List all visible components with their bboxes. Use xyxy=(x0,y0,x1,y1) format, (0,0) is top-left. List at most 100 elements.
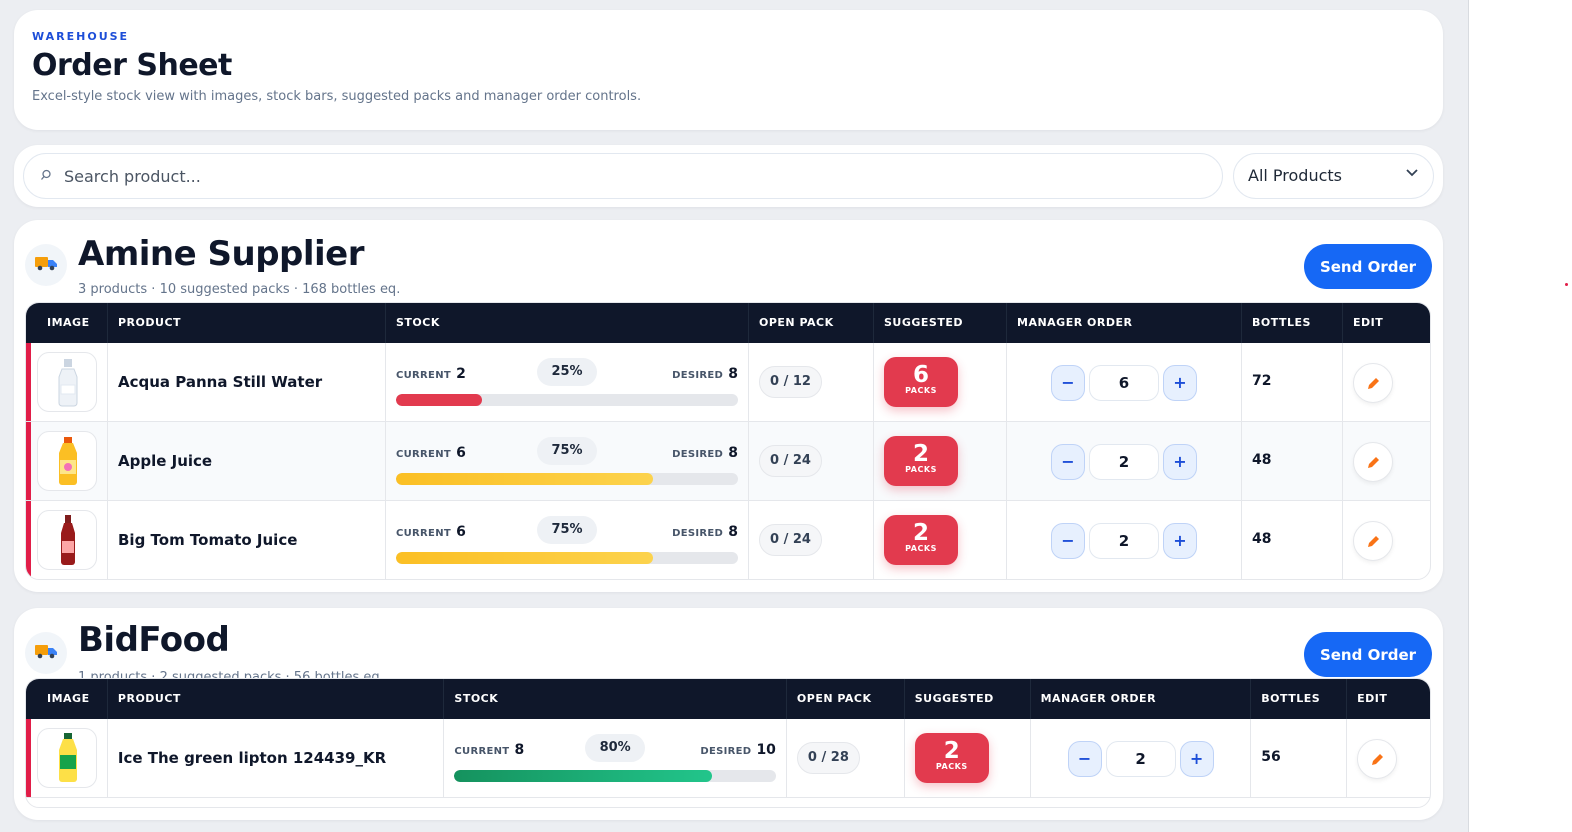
suggested-count: 2 xyxy=(912,520,929,546)
supplier-section: BidFood 1 products · 2 suggested packs ·… xyxy=(14,608,1443,820)
open-pack-badge: 0 / 24 xyxy=(759,524,822,556)
current-label: CURRENT xyxy=(396,370,451,381)
open-pack-badge: 0 / 12 xyxy=(759,366,822,398)
edit-button[interactable] xyxy=(1353,442,1393,482)
send-order-button[interactable]: Send Order xyxy=(1304,632,1432,677)
column-header-image: IMAGE xyxy=(26,679,108,719)
stock-bar xyxy=(396,552,738,564)
chevron-down-icon xyxy=(1405,165,1419,183)
current-label: CURRENT xyxy=(454,746,510,757)
current-stock: 6 xyxy=(456,524,466,540)
stock-percent-badge: 75% xyxy=(537,516,597,544)
packs-label: PACKS xyxy=(905,544,937,553)
suggested-packs-badge: 2 PACKS xyxy=(884,436,958,486)
increment-button[interactable]: + xyxy=(1179,741,1214,777)
bottles-count: 56 xyxy=(1261,749,1281,765)
stock-cell: CURRENT 6 75% DESIRED 8 xyxy=(386,422,749,500)
desired-stock: 8 xyxy=(728,366,738,382)
manager-order-input[interactable]: 2 xyxy=(1089,523,1159,559)
column-header-edit: EDIT xyxy=(1357,692,1388,705)
edit-button[interactable] xyxy=(1353,363,1393,403)
pencil-icon xyxy=(1372,753,1384,765)
increment-button[interactable]: + xyxy=(1163,444,1197,480)
packs-label: PACKS xyxy=(905,386,937,395)
column-header-stock: STOCK xyxy=(386,303,749,343)
column-header-suggested: SUGGESTED xyxy=(874,303,1007,343)
packs-label: PACKS xyxy=(935,762,968,771)
packs-label: PACKS xyxy=(905,465,937,474)
stock-percent-badge: 25% xyxy=(537,358,597,386)
table-row: Big Tom Tomato Juice CURRENT 6 75% DESIR… xyxy=(26,501,1430,579)
search-bar: All Products xyxy=(14,145,1443,207)
search-box[interactable] xyxy=(23,153,1223,199)
decrement-button[interactable]: − xyxy=(1051,365,1085,401)
stock-percent-badge: 75% xyxy=(537,437,597,465)
pencil-icon xyxy=(1368,456,1379,468)
search-input[interactable] xyxy=(64,162,1204,190)
supplier-meta: 3 products · 10 suggested packs · 168 bo… xyxy=(78,282,401,297)
pencil-icon xyxy=(1368,535,1379,547)
column-header-image: IMAGE xyxy=(26,303,108,343)
manager-order-input[interactable]: 2 xyxy=(1105,741,1176,777)
desired-label: DESIRED xyxy=(700,746,752,757)
page-subtitle: Excel-style stock view with images, stoc… xyxy=(32,89,642,104)
column-header-bottles: BOTTLES xyxy=(1242,303,1343,343)
delivery-truck-icon xyxy=(25,244,67,286)
product-image xyxy=(37,728,97,788)
product-image xyxy=(37,431,97,491)
delivery-truck-icon xyxy=(25,632,67,674)
table-row: Acqua Panna Still Water CURRENT 2 25% DE… xyxy=(26,343,1430,422)
send-order-button[interactable]: Send Order xyxy=(1304,244,1432,289)
current-label: CURRENT xyxy=(396,528,451,539)
stock-bar-fill xyxy=(396,473,653,485)
suggested-count: 6 xyxy=(912,362,929,388)
stock-percent-badge: 80% xyxy=(585,734,646,762)
suggested-count: 2 xyxy=(912,441,929,467)
product-image xyxy=(37,352,97,412)
stock-bar-fill xyxy=(396,394,482,406)
page-kicker: WAREHOUSE xyxy=(32,30,130,43)
stock-bar-fill xyxy=(396,552,653,564)
manager-order-input[interactable]: 2 xyxy=(1089,444,1159,480)
column-header-stock: STOCK xyxy=(444,679,787,719)
product-filter-select[interactable]: All Products xyxy=(1233,153,1434,199)
product-name: Ice The green lipton 124439_KR xyxy=(117,749,387,767)
stock-cell: CURRENT 2 25% DESIRED 8 xyxy=(386,343,749,421)
table-row: Apple Juice CURRENT 6 75% DESIRED 8 0 / … xyxy=(26,422,1430,501)
stock-cell: CURRENT 8 80% DESIRED 10 xyxy=(444,719,787,797)
suggested-packs-badge: 2 PACKS xyxy=(884,515,958,565)
decrement-button[interactable]: − xyxy=(1067,741,1102,777)
increment-button[interactable]: + xyxy=(1163,523,1197,559)
stock-bar xyxy=(454,770,776,782)
column-header-manager-order: MANAGER ORDER xyxy=(1031,679,1252,719)
suggested-count: 2 xyxy=(943,738,960,764)
product-name: Big Tom Tomato Juice xyxy=(118,531,298,549)
manager-order-input[interactable]: 6 xyxy=(1089,365,1159,401)
supplier-name: Amine Supplier xyxy=(78,234,365,274)
increment-button[interactable]: + xyxy=(1163,365,1197,401)
open-pack-badge: 0 / 28 xyxy=(796,742,860,774)
page-title: Order Sheet xyxy=(32,48,232,83)
product-image xyxy=(37,510,97,570)
edit-button[interactable] xyxy=(1353,521,1393,561)
search-icon xyxy=(40,169,54,183)
current-stock: 6 xyxy=(456,445,466,461)
right-pane xyxy=(1468,0,1572,832)
table-header: IMAGE PRODUCT STOCK OPEN PACK SUGGESTED … xyxy=(26,679,1430,719)
desired-label: DESIRED xyxy=(672,528,724,539)
column-header-suggested: SUGGESTED xyxy=(905,679,1031,719)
desired-stock: 8 xyxy=(728,524,738,540)
bottles-count: 48 xyxy=(1252,452,1272,468)
order-table: IMAGE PRODUCT STOCK OPEN PACK SUGGESTED … xyxy=(25,302,1431,580)
stock-bar xyxy=(396,473,738,485)
decrement-button[interactable]: − xyxy=(1051,444,1085,480)
filter-value: All Products xyxy=(1248,166,1343,185)
desired-label: DESIRED xyxy=(672,449,724,460)
page-header: WAREHOUSE Order Sheet Excel-style stock … xyxy=(14,10,1443,130)
decrement-button[interactable]: − xyxy=(1051,523,1085,559)
column-header-open-pack: OPEN PACK xyxy=(787,679,905,719)
table-header: IMAGE PRODUCT STOCK OPEN PACK SUGGESTED … xyxy=(26,303,1430,343)
edit-button[interactable] xyxy=(1357,739,1398,779)
open-pack-badge: 0 / 24 xyxy=(759,445,822,477)
current-stock: 8 xyxy=(514,742,525,758)
